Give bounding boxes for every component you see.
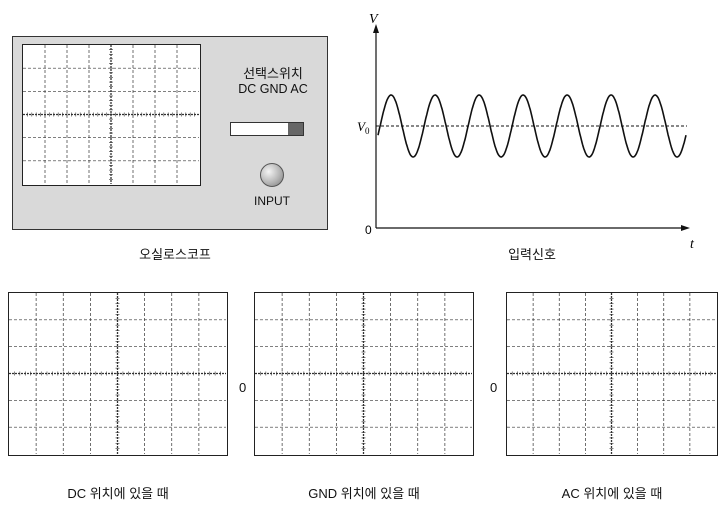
origin-label: 0 (365, 223, 372, 237)
v-axis-label: V (369, 12, 379, 27)
input-signal-caption: 입력신호 (508, 247, 556, 262)
input-label: INPUT (254, 194, 290, 208)
screen-gnd-caption: GND 위치에 있을 때 (308, 486, 420, 501)
selector-switch-knob[interactable] (288, 123, 303, 135)
oscilloscope-screen (22, 44, 201, 186)
v-axis-arrow (373, 24, 379, 33)
selector-switch[interactable] (230, 122, 304, 136)
screen-ac-caption: AC 위치에 있을 때 (561, 486, 663, 501)
screen-gnd (254, 292, 474, 456)
input-connector[interactable] (260, 163, 284, 187)
oscilloscope-caption: 오실로스코프 (139, 247, 211, 262)
screen-grid (23, 45, 199, 184)
screen-dc-grid (9, 293, 226, 454)
screen-gnd-grid (255, 293, 472, 454)
screen-gnd-zero-label: 0 (239, 380, 247, 395)
screen-ac-grid (507, 293, 716, 454)
t-axis-label: t (690, 237, 695, 250)
selector-switch-positions: DC GND AC (238, 82, 308, 96)
input-signal-graph: V t V0 0 (357, 12, 695, 250)
sine-wave (377, 94, 687, 158)
v0-subscript: 0 (365, 126, 370, 136)
v0-label: V0 (357, 119, 370, 136)
selector-switch-title: 선택스위치 (243, 66, 303, 81)
screen-ac-zero-label: 0 (490, 380, 498, 395)
screen-dc-caption: DC 위치에 있을 때 (67, 486, 169, 501)
screen-ac (506, 292, 718, 456)
t-axis-arrow (681, 225, 690, 231)
screen-dc (8, 292, 228, 456)
